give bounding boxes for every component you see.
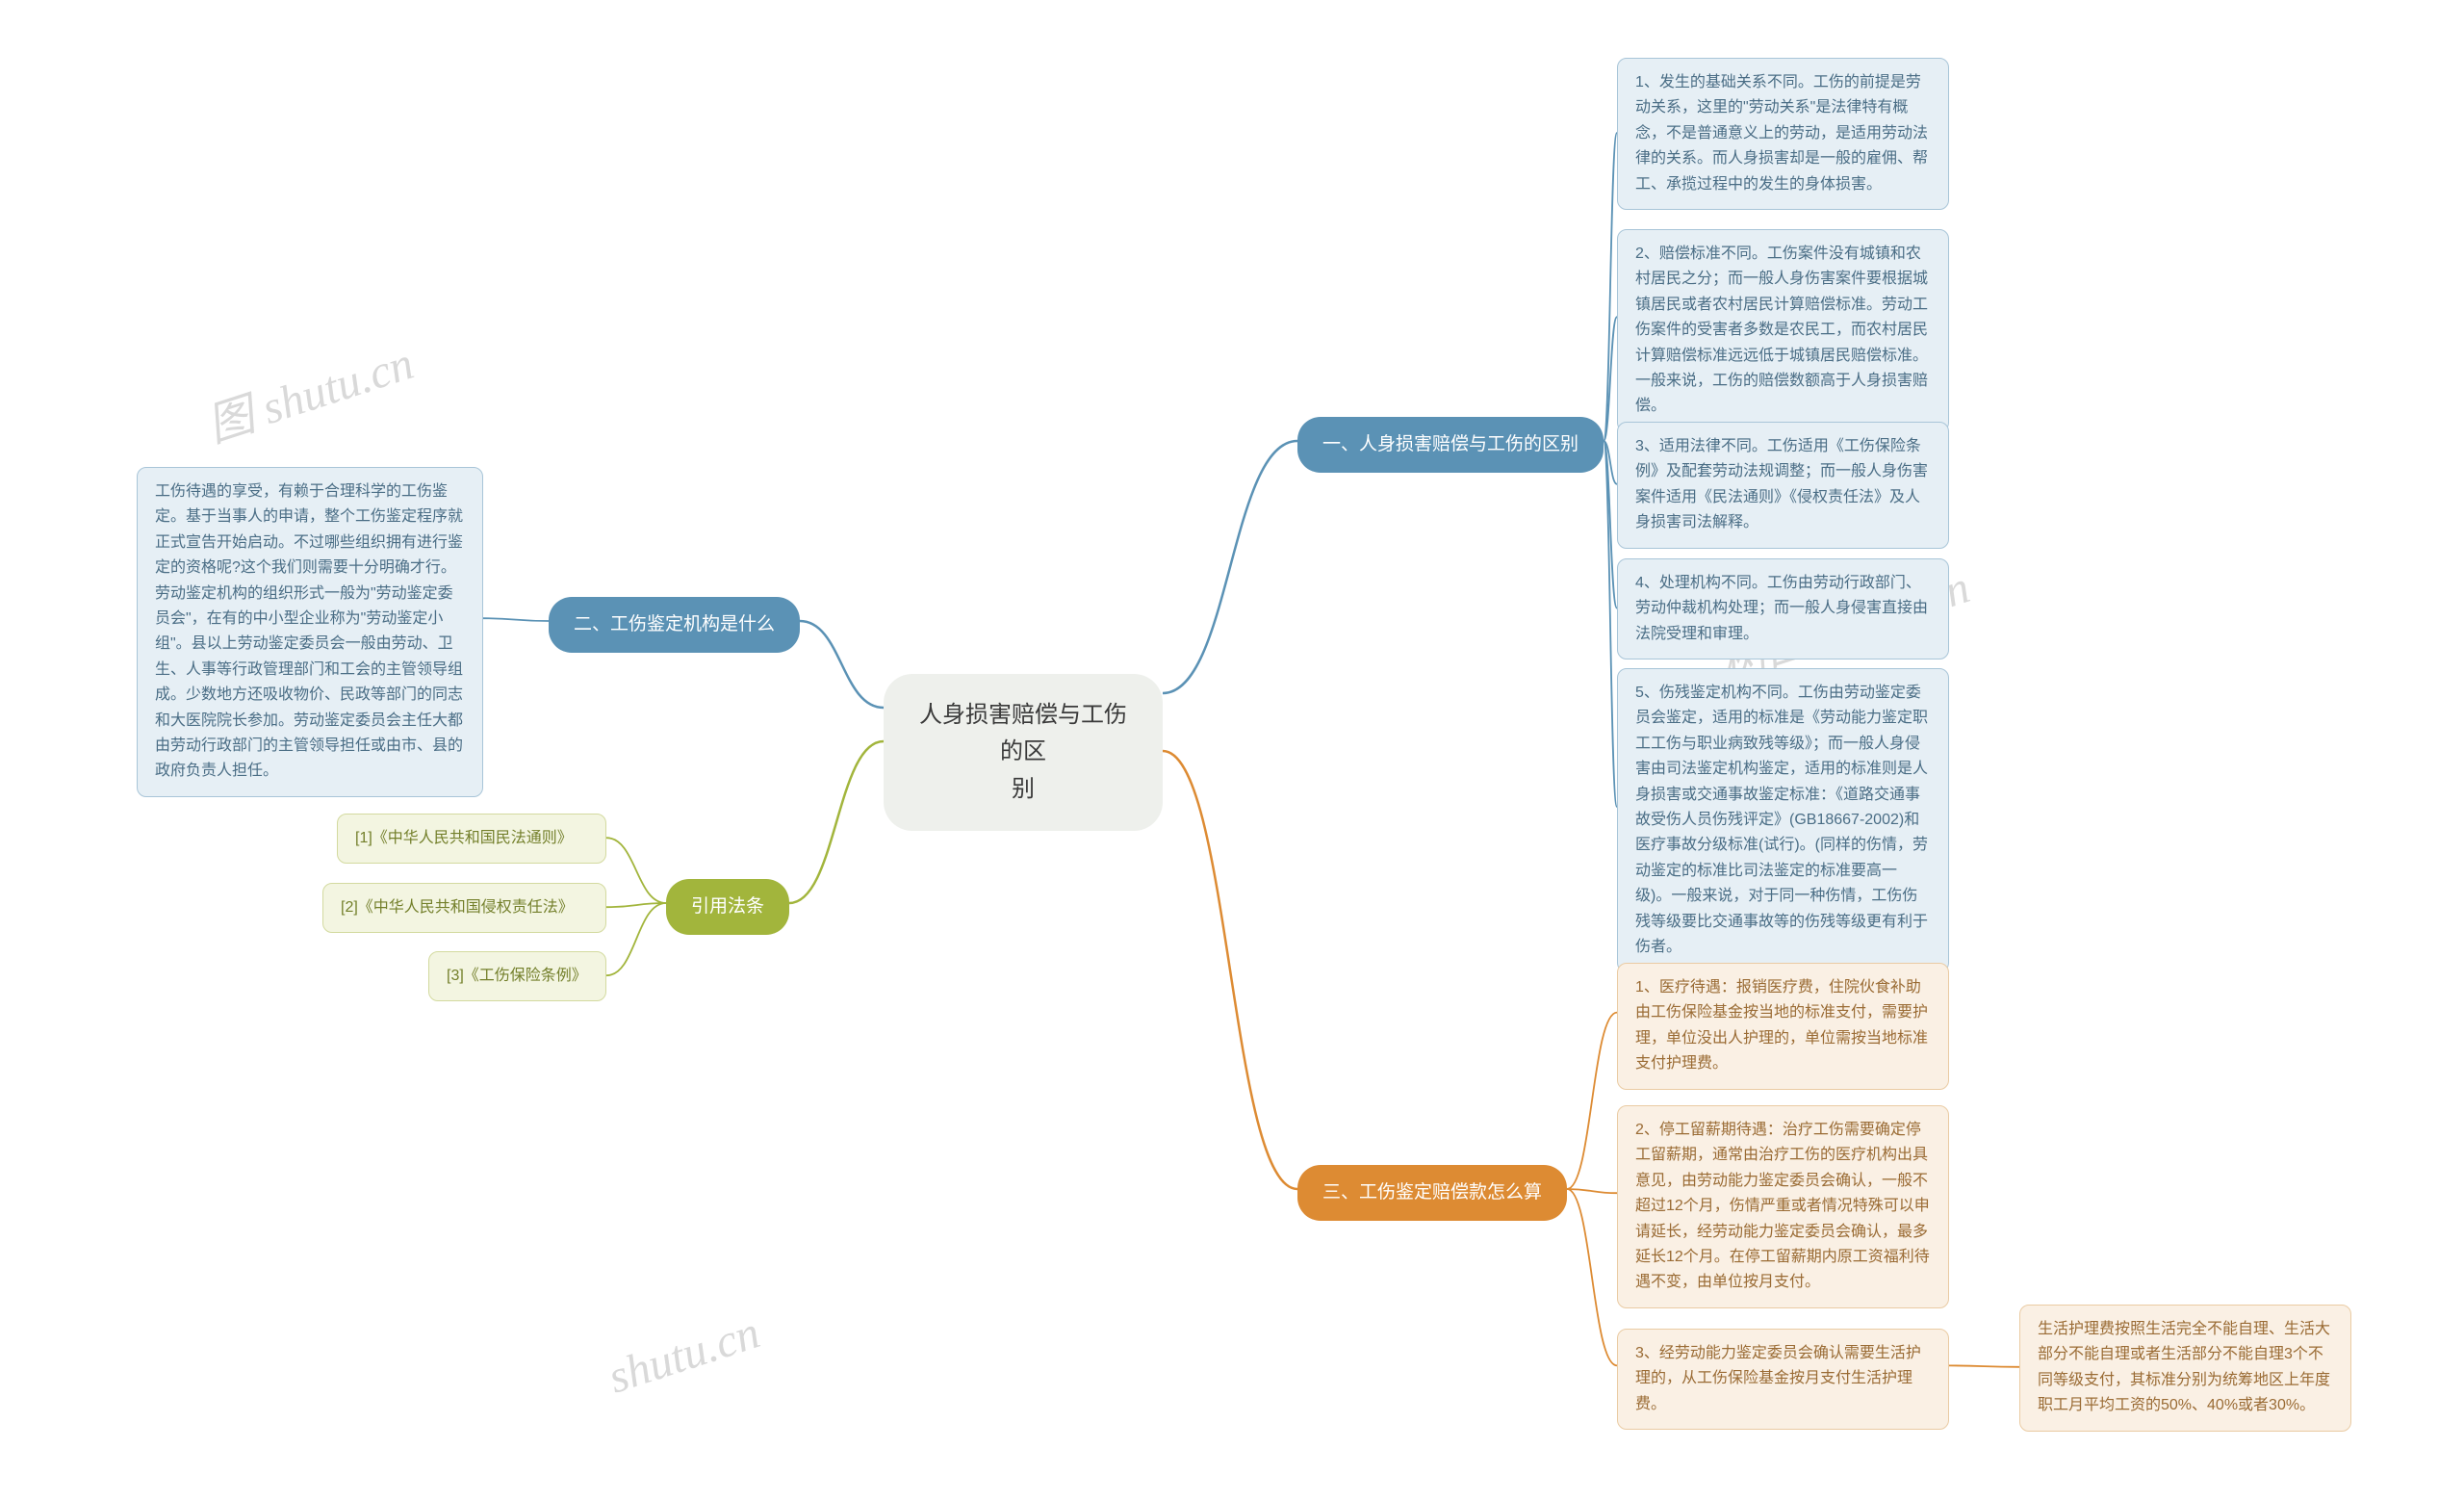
branch-b2[interactable]: 二、工伤鉴定机构是什么 [549, 597, 800, 653]
branch-b4[interactable]: 引用法条 [666, 879, 789, 935]
leaf-b1-4[interactable]: 5、伤残鉴定机构不同。工伤由劳动鉴定委员会鉴定，适用的标准是《劳动能力鉴定职工工… [1617, 668, 1949, 972]
branch-b3[interactable]: 三、工伤鉴定赔偿款怎么算 [1297, 1165, 1567, 1221]
leaf-b4-1[interactable]: [2]《中华人民共和国侵权责任法》 [322, 883, 606, 933]
leaf-b4-0[interactable]: [1]《中华人民共和国民法通则》 [337, 814, 606, 864]
leaf-b3-2[interactable]: 3、经劳动能力鉴定委员会确认需要生活护理的，从工伤保险基金按月支付生活护理费。 [1617, 1329, 1949, 1430]
leaf-b1-1[interactable]: 2、赔偿标准不同。工伤案件没有城镇和农村居民之分；而一般人身伤害案件要根据城镇居… [1617, 229, 1949, 432]
leaf-b3-1[interactable]: 2、停工留薪期待遇：治疗工伤需要确定停工留薪期，通常由治疗工伤的医疗机构出具意见… [1617, 1105, 1949, 1308]
watermark: shutu.cn [602, 1306, 765, 1404]
leaf-b2-0[interactable]: 工伤待遇的享受，有赖于合理科学的工伤鉴定。基于当事人的申请，整个工伤鉴定程序就正… [137, 467, 483, 797]
branch-b1[interactable]: 一、人身损害赔偿与工伤的区别 [1297, 417, 1604, 473]
leaf-b1-0[interactable]: 1、发生的基础关系不同。工伤的前提是劳动关系，这里的"劳动关系"是法律特有概念，… [1617, 58, 1949, 210]
watermark: 图 shutu.cn [197, 325, 421, 455]
leaf-b1-2[interactable]: 3、适用法律不同。工伤适用《工伤保险条例》及配套劳动法规调整；而一般人身伤害案件… [1617, 422, 1949, 549]
leaf-b3-2-child[interactable]: 生活护理费按照生活完全不能自理、生活大部分不能自理或者生活部分不能自理3个不同等… [2019, 1305, 2351, 1432]
leaf-b1-3[interactable]: 4、处理机构不同。工伤由劳动行政部门、劳动仲裁机构处理；而一般人身侵害直接由法院… [1617, 558, 1949, 659]
leaf-b4-2[interactable]: [3]《工伤保险条例》 [428, 951, 606, 1001]
center-node[interactable]: 人身损害赔偿与工伤的区别 [884, 674, 1163, 831]
leaf-b3-0[interactable]: 1、医疗待遇：报销医疗费，住院伙食补助由工伤保险基金按当地的标准支付，需要护理，… [1617, 963, 1949, 1090]
